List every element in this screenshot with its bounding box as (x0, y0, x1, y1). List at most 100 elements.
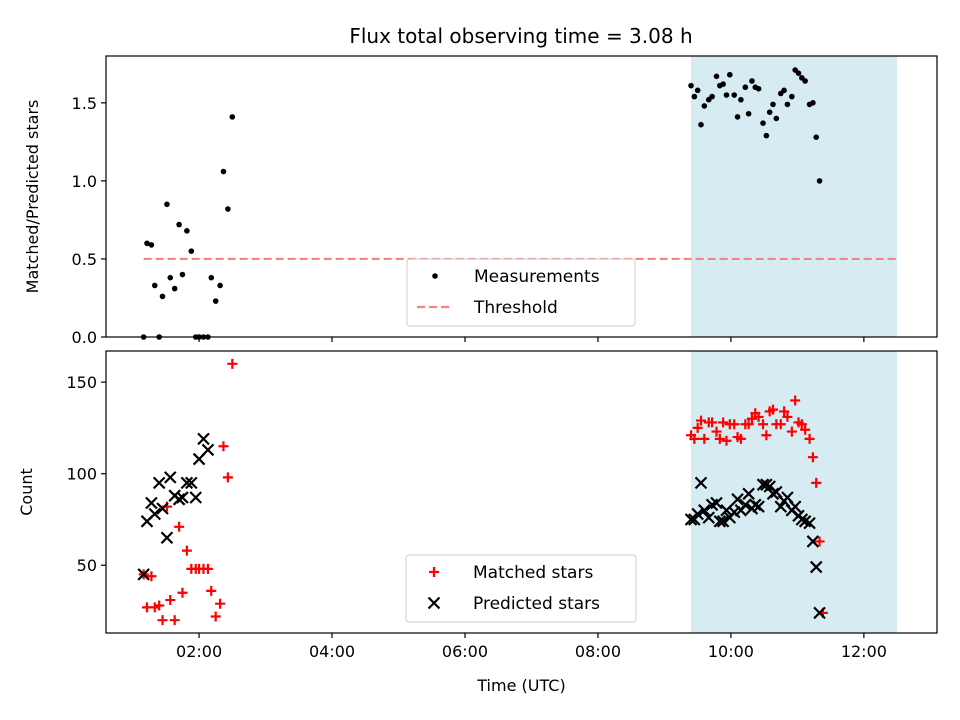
matched-point-26 (695, 415, 706, 426)
measurement-point-6 (164, 201, 170, 208)
matched-point-49 (779, 406, 790, 417)
measurement-point-18 (212, 298, 219, 304)
measurement-point-3 (151, 282, 158, 289)
measurement-point-43 (760, 120, 766, 126)
measurement-point-19 (217, 282, 223, 289)
top-panel-shaded-span (691, 56, 898, 337)
predicted-point-36 (752, 500, 765, 513)
matched-point-56 (804, 433, 815, 444)
measurement-point-36 (734, 114, 741, 120)
measurement-point-2 (148, 242, 155, 248)
x-tick-label-3: 08:00 (575, 642, 621, 661)
measurement-point-22 (229, 114, 236, 120)
matched-point-17 (206, 585, 217, 596)
measurement-point-55 (802, 78, 808, 84)
measurement-point-49 (781, 87, 787, 94)
measurement-point-30 (713, 73, 720, 80)
measurement-point-17 (208, 274, 215, 281)
bottom-panel-y-axis-label: Count (17, 468, 36, 516)
predicted-point-20 (694, 476, 708, 490)
matched-point-25 (692, 422, 703, 433)
matched-point-54 (796, 419, 807, 430)
predicted-point-21 (698, 504, 711, 517)
predicted-point-50 (803, 516, 816, 530)
matched-point-39 (743, 419, 754, 430)
legend-key-matched (429, 567, 439, 577)
predicted-point-12 (185, 476, 198, 490)
measurement-point-24 (691, 93, 698, 100)
measurement-point-34 (727, 71, 733, 78)
top-panel: 0.0 0.5 1.0 1.5 Matched/Predicted stars Mea… (23, 55, 938, 347)
y-tick-label-1: 0.5 (72, 250, 97, 269)
measurement-point-8 (171, 285, 178, 292)
matched-point-21 (222, 472, 233, 483)
measurement-point-32 (720, 81, 726, 87)
bottom-panel-axes: 02:00 04:00 06:00 08:00 10:00 12:00 50 100 150 (66, 373, 886, 661)
x-tick-label-5: 12:00 (841, 642, 887, 661)
measurement-point-50 (784, 101, 791, 108)
predicted-point-0 (137, 568, 150, 581)
top-panel-axes: 0.0 0.5 1.0 1.5 (72, 94, 865, 347)
matched-point-24 (689, 433, 700, 444)
x-tick-label-0: 02:00 (176, 642, 222, 661)
chart-title: Flux total observing time = 3.08 h (349, 24, 692, 48)
predicted-point-11 (180, 476, 194, 490)
predicted-point-15 (197, 432, 210, 446)
predicted-point-30 (731, 493, 744, 506)
legend-label-1: Threshold (473, 298, 558, 318)
predicted-point-5 (156, 502, 169, 515)
bottom-panel-frame (105, 350, 938, 634)
matched-point-44 (761, 430, 772, 441)
measurement-point-21 (225, 206, 231, 212)
measurement-point-39 (745, 110, 752, 117)
measurement-point-23 (688, 82, 694, 89)
legend-frame (406, 258, 636, 327)
bottom-panel-shaded-span (691, 351, 898, 633)
predicted-point-22 (702, 511, 716, 524)
predicted-point-4 (152, 476, 166, 490)
measurement-point-11 (184, 228, 190, 234)
measurement-point-35 (731, 92, 738, 98)
predicted-point-2 (145, 496, 158, 510)
matched-point-19 (215, 598, 226, 609)
y-tick-label-0: 0.0 (72, 328, 97, 347)
predicted-point-26 (716, 515, 730, 528)
matched-point-7 (165, 595, 176, 606)
matched-point-2 (146, 571, 157, 582)
matched-point-43 (758, 419, 769, 430)
predicted-point-25 (713, 515, 727, 528)
measurement-point-20 (220, 168, 227, 175)
matched-point-27 (699, 433, 710, 444)
measurement-point-5 (159, 293, 166, 300)
measurement-point-58 (813, 134, 820, 140)
predicted-point-7 (163, 471, 177, 484)
measurement-point-42 (755, 85, 762, 92)
measurement-point-25 (694, 87, 701, 94)
predicted-point-32 (739, 498, 752, 512)
predicted-point-51 (806, 535, 820, 548)
matched-point-42 (753, 411, 764, 422)
predicted-point-53 (813, 606, 826, 620)
legend-label-0: Measurements (474, 267, 600, 287)
measurement-point-53 (795, 70, 802, 76)
top-panel-legend: Measurements Threshold (406, 258, 636, 327)
matched-point-5 (157, 615, 168, 626)
legend-key-measurements (432, 273, 438, 279)
matched-point-55 (800, 424, 811, 435)
measurement-point-40 (749, 78, 755, 84)
predicted-point-24 (710, 496, 723, 510)
legend-frame (405, 554, 637, 623)
predicted-point-46 (788, 500, 802, 513)
matched-point-48 (775, 419, 786, 430)
series-1-0 (138, 358, 828, 626)
predicted-point-6 (160, 531, 174, 545)
matched-point-37 (735, 433, 746, 444)
matched-point-46 (768, 404, 779, 415)
matched-point-22 (227, 358, 238, 369)
x-tick-label-1: 04:00 (309, 642, 355, 661)
measurement-point-10 (179, 271, 186, 278)
bottom-panel-legend: Matched stars Predicted stars (405, 554, 637, 623)
measurement-point-9 (176, 221, 182, 228)
matched-point-32 (718, 417, 729, 428)
y-tick-label-1: 100 (66, 465, 97, 484)
